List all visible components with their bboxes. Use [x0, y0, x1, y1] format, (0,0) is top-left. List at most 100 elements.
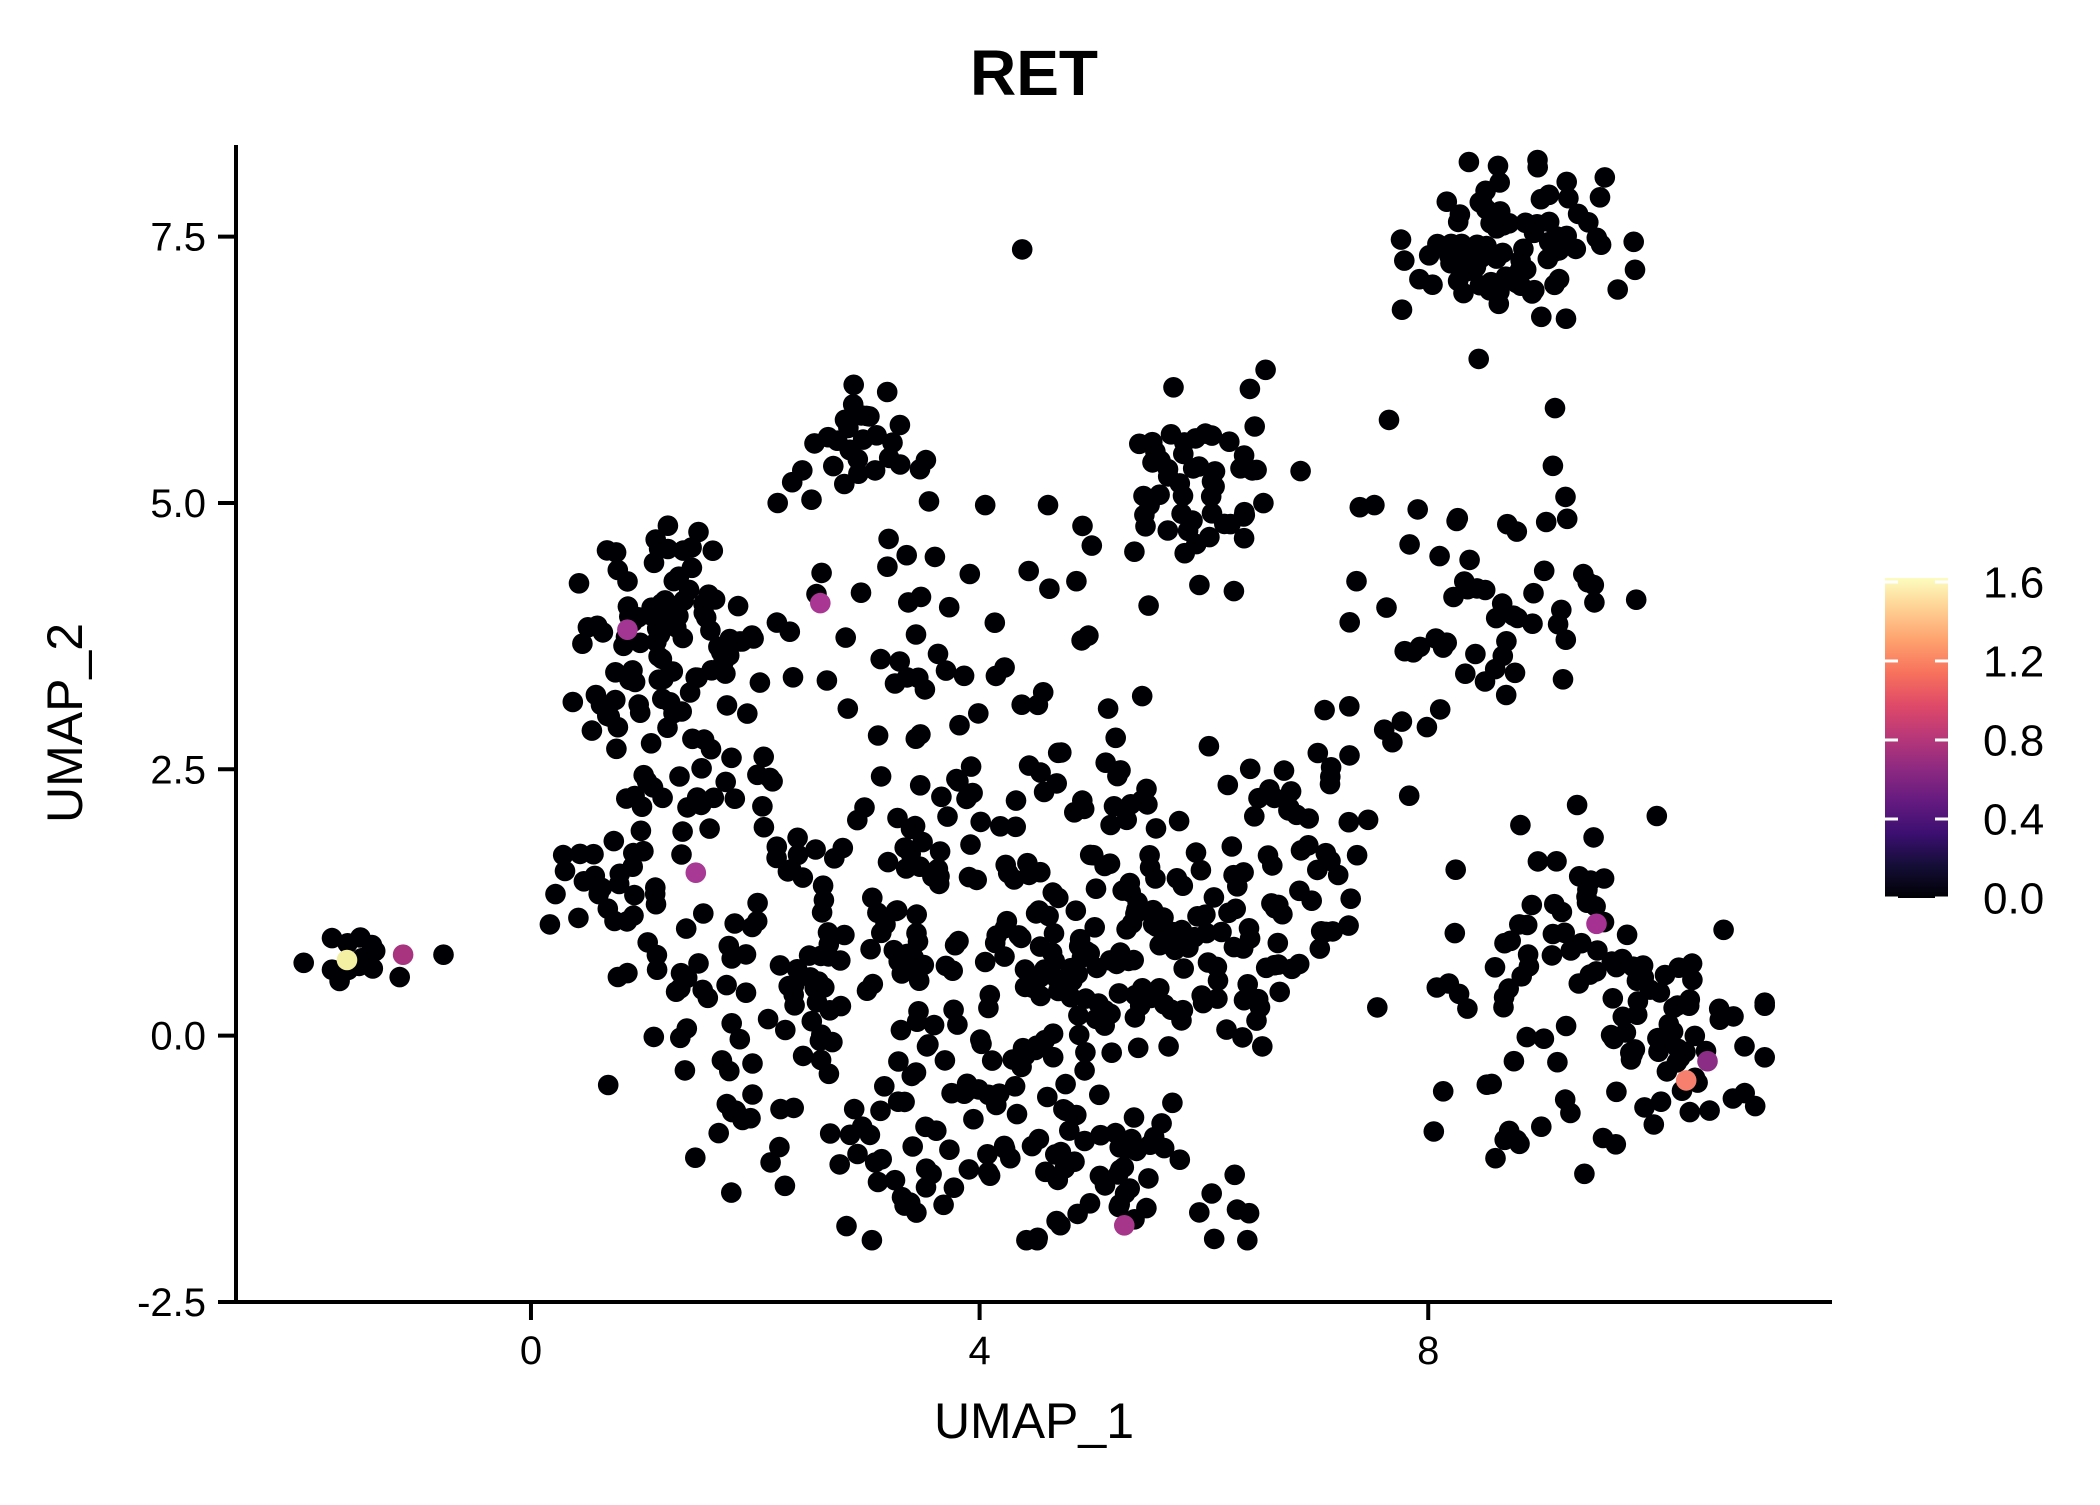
cell-point: [904, 815, 926, 837]
cell-point: [1391, 299, 1413, 321]
cell-point: [867, 725, 889, 746]
cell-point: [1497, 513, 1518, 535]
cell-point: [819, 1123, 841, 1144]
cell-point: [1108, 983, 1130, 1004]
cell-point: [1027, 694, 1049, 716]
cell-point: [1484, 957, 1506, 978]
cell-point: [813, 889, 835, 911]
cell-point: [1004, 1076, 1026, 1097]
cell-point: [1515, 212, 1536, 234]
cell-point: [1017, 852, 1038, 874]
expressing-cell-point: [1586, 913, 1607, 935]
cell-point: [843, 1098, 865, 1120]
cell-point: [1123, 1107, 1145, 1128]
cell-point: [389, 966, 411, 988]
cell-point: [1218, 902, 1239, 924]
cell-point: [1584, 592, 1605, 613]
cell-point: [646, 631, 667, 653]
cell-point: [633, 840, 654, 862]
cell-point: [1622, 1043, 1643, 1065]
cell-point: [1201, 503, 1223, 524]
cell-point: [770, 1098, 791, 1120]
cell-point: [843, 374, 864, 396]
cell-point: [935, 660, 957, 681]
cell-point: [938, 596, 960, 618]
x-tick-label: 4: [968, 1329, 990, 1373]
y-tick-label: 5.0: [150, 482, 206, 526]
cell-point: [1586, 227, 1608, 249]
cell-point: [1407, 499, 1428, 520]
cell-point: [1127, 1037, 1149, 1059]
cell-point: [1709, 1009, 1731, 1030]
cell-point: [958, 1159, 980, 1180]
cell-point: [1320, 757, 1342, 778]
cell-point: [1158, 1036, 1179, 1057]
cell-point: [703, 787, 725, 809]
expressing-cell-point: [685, 862, 707, 883]
cell-point: [1634, 1097, 1655, 1118]
cell-point: [1290, 840, 1312, 861]
cell-point: [1238, 1202, 1260, 1224]
cell-point: [1576, 886, 1597, 908]
cell-point: [668, 605, 689, 627]
cell-point: [552, 844, 574, 866]
cell-point: [1267, 932, 1289, 954]
cell-point: [877, 556, 898, 577]
cell-point: [924, 546, 946, 568]
cell-point: [747, 892, 768, 914]
cell-point: [1261, 893, 1282, 914]
cell-point: [1173, 958, 1194, 979]
cell-point: [792, 1045, 814, 1067]
expressing-cell-point: [1114, 1215, 1135, 1236]
cell-point: [847, 1143, 868, 1165]
cell-point: [701, 660, 722, 681]
cell-point: [811, 562, 832, 584]
cell-point: [1555, 486, 1576, 508]
cell-point: [1138, 595, 1159, 616]
y-tick-label: -2.5: [137, 1281, 206, 1325]
cell-point: [1018, 560, 1039, 582]
cell-point: [814, 977, 835, 998]
cell-point: [1314, 699, 1335, 721]
cell-point: [677, 797, 698, 818]
cell-point: [1436, 632, 1457, 653]
cell-point: [1527, 851, 1549, 872]
cell-point: [1101, 1042, 1122, 1063]
cell-point: [1754, 992, 1775, 1013]
cell-point: [1066, 570, 1087, 592]
cell-point: [1568, 973, 1590, 994]
cell-point: [1556, 171, 1577, 193]
cell-point: [898, 592, 919, 613]
cell-point: [1623, 231, 1644, 253]
cell-point: [769, 955, 791, 976]
cell-point: [926, 1120, 947, 1141]
cell-point: [1503, 1050, 1525, 1072]
cell-point: [1068, 1005, 1089, 1026]
cell-point: [1551, 901, 1573, 923]
cell-point: [1028, 900, 1050, 921]
cell-point: [1223, 580, 1245, 602]
cell-point: [1453, 282, 1474, 304]
cell-point: [870, 1100, 891, 1122]
cell-point: [1262, 855, 1283, 876]
cell-point: [1207, 988, 1228, 1009]
cell-point: [1364, 494, 1385, 516]
cell-point: [1029, 936, 1051, 957]
cell-point: [1014, 959, 1036, 980]
cell-point: [1026, 1229, 1048, 1251]
legend-tick-label: 0.4: [1983, 795, 2044, 844]
cell-point: [1566, 794, 1588, 816]
cell-point: [931, 786, 952, 808]
cell-point: [1445, 859, 1466, 880]
cell-point: [742, 1053, 763, 1074]
cell-point: [837, 698, 859, 719]
cell-point: [1081, 535, 1103, 556]
cell-point: [1338, 915, 1359, 936]
cell-point: [921, 1163, 942, 1185]
cell-point: [1592, 1127, 1614, 1149]
cell-point: [1339, 612, 1360, 633]
cell-point: [1487, 155, 1509, 177]
cell-point: [1011, 239, 1033, 260]
cell-point: [1542, 455, 1564, 477]
cell-point: [1037, 494, 1059, 516]
